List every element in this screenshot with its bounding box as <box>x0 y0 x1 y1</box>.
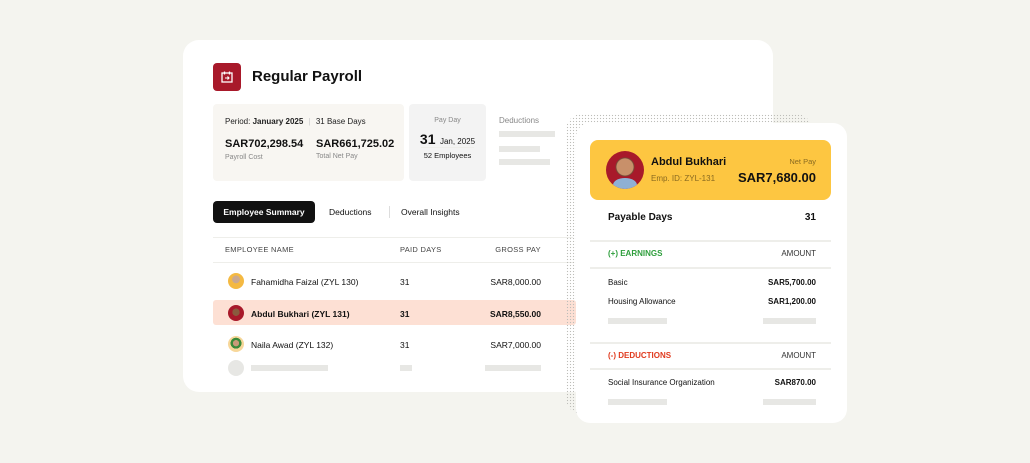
payroll-cost-value: SAR702,298.54 <box>225 138 304 150</box>
placeholder-bar <box>608 318 667 324</box>
net-pay-value: SAR7,680.00 <box>737 170 816 185</box>
employee-header: Abdul Bukhari Emp. ID: ZYL-131 Net Pay S… <box>590 140 831 200</box>
employee-payslip-card: Abdul Bukhari Emp. ID: ZYL-131 Net Pay S… <box>576 123 847 423</box>
placeholder-bar <box>763 318 816 324</box>
placeholder-bar <box>485 365 541 371</box>
placeholder-bar <box>763 399 816 405</box>
pay-day-day: 31 <box>419 131 436 147</box>
tab-deductions[interactable]: Deductions <box>329 207 372 217</box>
earning-amount: SAR5,700.00 <box>767 278 816 287</box>
column-employee-name: EMPLOYEE NAME <box>225 245 294 254</box>
placeholder-bar <box>251 365 328 371</box>
avatar <box>228 273 244 289</box>
deduction-label: Social Insurance Organization <box>608 378 715 387</box>
employee-name[interactable]: Fahamidha Faizal (ZYL 130) <box>251 277 359 287</box>
column-paid-days: PAID DAYS <box>400 245 442 254</box>
page-title: Regular Payroll <box>252 68 363 85</box>
calendar-arrow-icon <box>213 63 241 91</box>
employee-name[interactable]: Naila Awad (ZYL 132) <box>251 340 334 350</box>
amount-heading: AMOUNT <box>781 351 816 360</box>
earning-label: Housing Allowance <box>608 297 676 306</box>
base-days: 31 Base Days <box>315 117 366 126</box>
earning-amount: SAR1,200.00 <box>767 297 816 306</box>
payroll-cost-label: Payroll Cost <box>225 154 263 161</box>
amount-heading: AMOUNT <box>781 249 816 258</box>
placeholder-bar <box>499 159 550 165</box>
avatar <box>228 305 244 321</box>
paid-days: 31 <box>400 309 410 319</box>
earning-label: Basic <box>608 278 628 287</box>
net-pay-value: SAR661,725.02 <box>316 138 395 150</box>
pay-day-month: Jan, 2025 <box>439 137 476 146</box>
earnings-heading: (+) EARNINGS <box>608 249 663 258</box>
avatar <box>228 336 244 352</box>
column-gross-pay: GROSS PAY <box>495 245 541 254</box>
gross-pay: SAR8,000.00 <box>490 277 541 287</box>
avatar <box>606 151 644 189</box>
period-label: Period: <box>225 117 251 126</box>
tab-employee-summary[interactable]: Employee Summary <box>213 201 315 223</box>
payroll-summary-card: Period: January 2025 | 31 Base Days SAR7… <box>213 104 404 181</box>
payable-days-value: 31 <box>804 212 816 223</box>
placeholder-bar <box>499 131 555 137</box>
pay-day-card: Pay Day 31 Jan, 2025 52 Employees <box>409 104 486 181</box>
selected-row-highlight <box>213 300 576 325</box>
deduction-amount: SAR870.00 <box>774 378 816 387</box>
paid-days: 31 <box>400 340 410 350</box>
deductions-label: Deductions <box>499 116 540 125</box>
tab-overall-insights[interactable]: Overall Insights <box>401 207 460 217</box>
paid-days: 31 <box>400 277 410 287</box>
employee-count: 52 Employees <box>423 151 472 160</box>
payable-days-label: Payable Days <box>608 212 673 223</box>
deductions-heading: (-) DEDUCTIONS <box>608 351 672 360</box>
placeholder-avatar <box>228 360 244 376</box>
gross-pay: SAR8,550.00 <box>489 309 541 319</box>
placeholder-bar <box>400 365 412 371</box>
period-value: January 2025 <box>252 117 304 126</box>
employee-name[interactable]: Abdul Bukhari (ZYL 131) <box>251 309 350 319</box>
placeholder-bar <box>499 146 540 152</box>
net-pay-label: Total Net Pay <box>316 153 358 160</box>
employee-name: Abdul Bukhari <box>651 156 727 168</box>
gross-pay: SAR7,000.00 <box>490 340 541 350</box>
net-pay-label: Net Pay <box>789 157 816 166</box>
pay-day-label: Pay Day <box>434 117 461 124</box>
placeholder-bar <box>608 399 667 405</box>
employee-id: Emp. ID: ZYL-131 <box>651 174 716 183</box>
